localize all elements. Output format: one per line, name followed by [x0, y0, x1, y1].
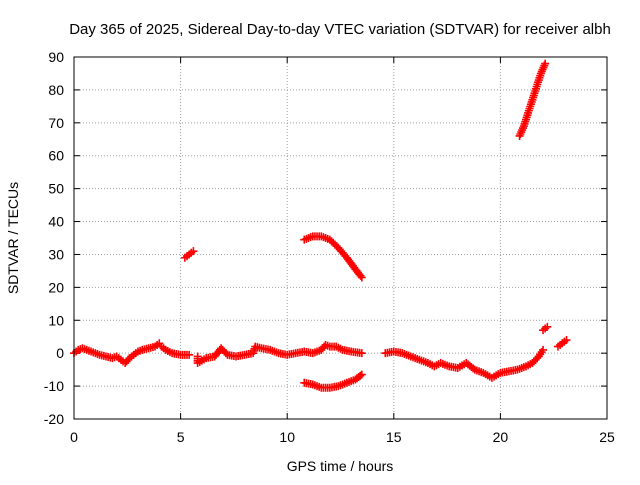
- y-tick-label: 0: [56, 345, 64, 361]
- data-point: [539, 345, 548, 354]
- data-point: [357, 349, 366, 358]
- y-tick-label: 60: [48, 148, 64, 164]
- y-tick-label: 90: [48, 49, 64, 65]
- data-points: [70, 59, 571, 392]
- y-tick-label: 10: [48, 312, 64, 328]
- chart-title: Day 365 of 2025, Sidereal Day-to-day VTE…: [69, 21, 611, 38]
- x-tick-label: 10: [279, 429, 295, 445]
- data-point: [357, 273, 366, 282]
- series-cluster-main-3: [381, 345, 548, 382]
- series-short-segment: [180, 247, 198, 262]
- y-tick-label: 70: [48, 115, 64, 131]
- series-cluster-main-2: [193, 340, 366, 368]
- y-tick-label: 50: [48, 181, 64, 197]
- data-point: [562, 336, 571, 345]
- x-tick-label: 5: [177, 429, 185, 445]
- y-tick-label: -20: [44, 411, 64, 427]
- plot-frame: [73, 56, 608, 420]
- data-point: [541, 59, 550, 68]
- grid-lines: [74, 57, 607, 419]
- series-rising-segment: [515, 59, 550, 140]
- series-arc-upper: [300, 232, 366, 282]
- series-small-segment-2: [553, 336, 571, 351]
- series-cluster-main-1: [70, 339, 194, 368]
- y-tick-label: 80: [48, 82, 64, 98]
- y-tick-label: 40: [48, 214, 64, 230]
- data-point: [189, 247, 198, 256]
- y-axis-label: SDTVAR / TECUs: [5, 182, 21, 294]
- data-point: [185, 350, 194, 359]
- data-point: [356, 271, 365, 280]
- x-tick-label: 0: [70, 429, 78, 445]
- y-tick-label: 30: [48, 246, 64, 262]
- series-small-segment-1: [539, 322, 552, 335]
- y-tick-label: -10: [44, 378, 64, 394]
- data-point: [356, 371, 365, 380]
- series-arc-lower: [300, 370, 366, 392]
- y-tick-label: 20: [48, 279, 64, 295]
- x-tick-label: 15: [386, 429, 402, 445]
- data-point: [357, 370, 366, 379]
- x-tick-label: 20: [493, 429, 509, 445]
- x-axis-label: GPS time / hours: [287, 458, 394, 474]
- x-tick-label: 25: [599, 429, 615, 445]
- data-point: [543, 322, 552, 331]
